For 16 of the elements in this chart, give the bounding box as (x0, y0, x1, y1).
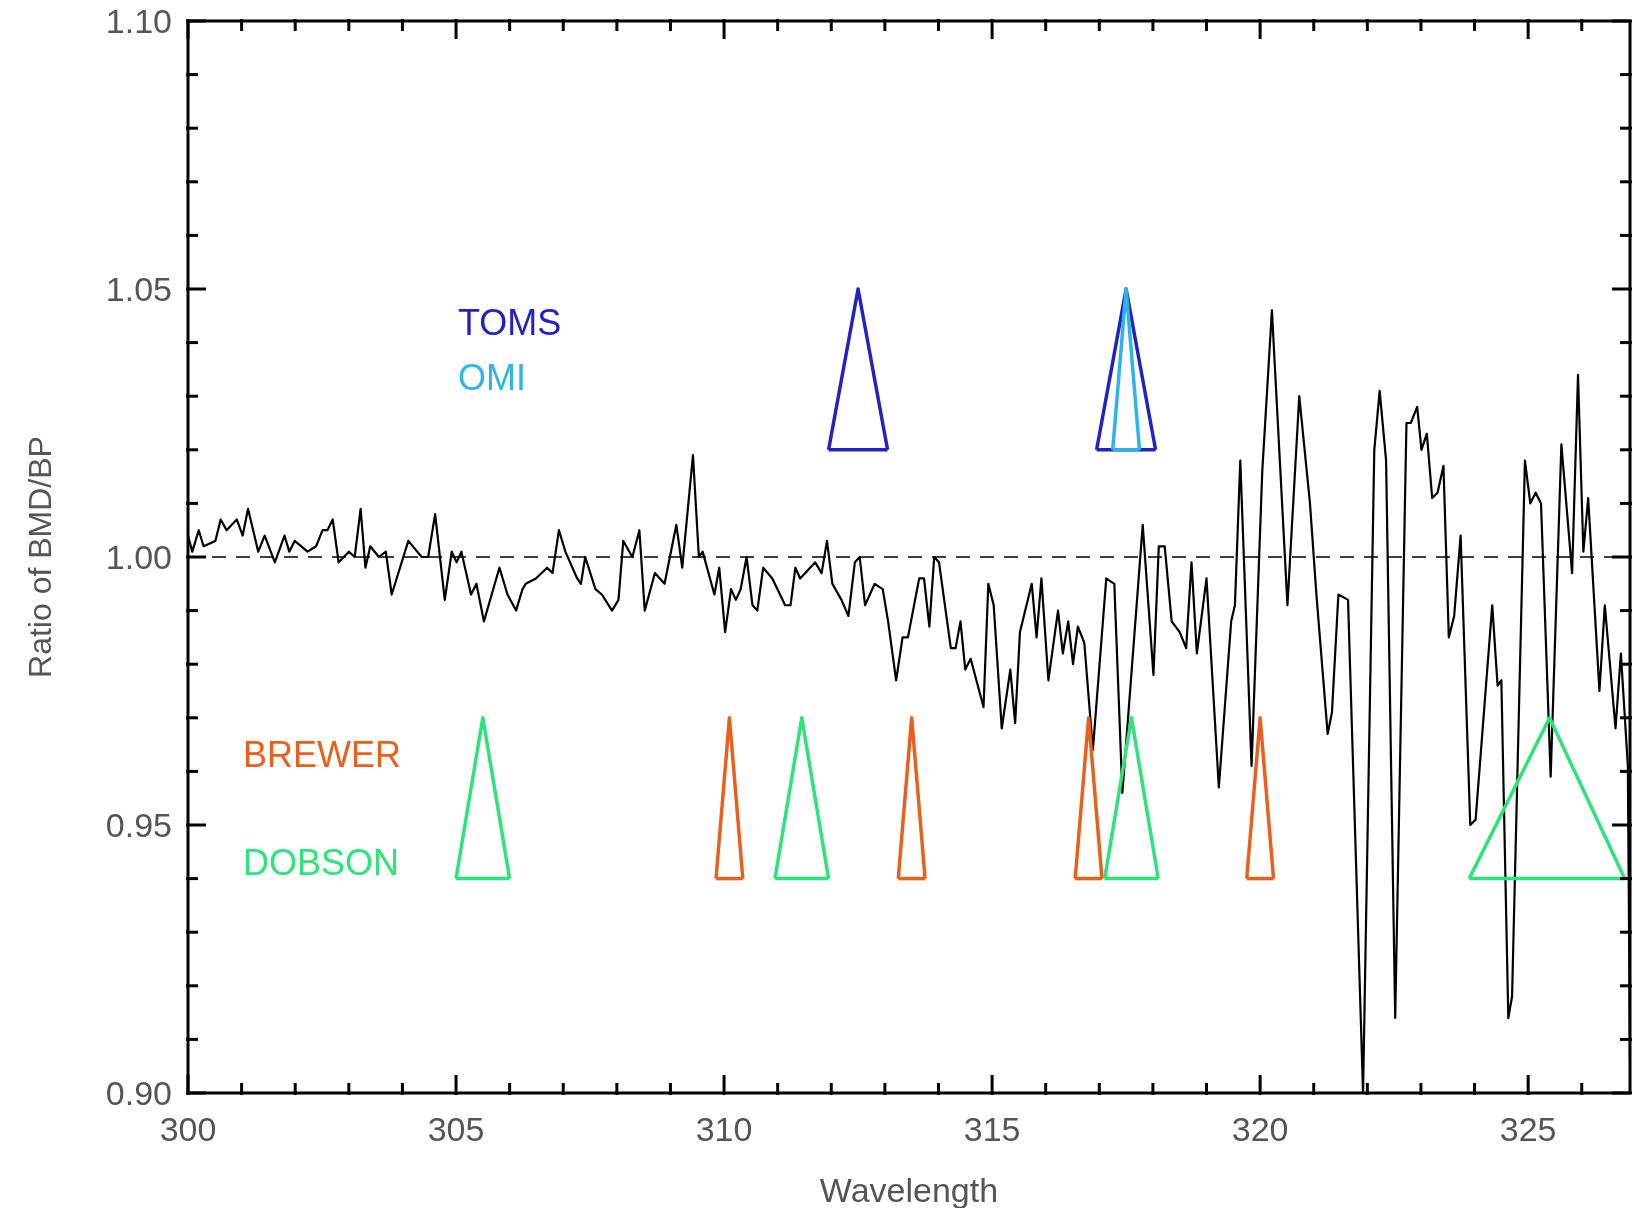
y-tick-label: 0.90 (105, 1073, 172, 1112)
y-tick-label: 1.10 (105, 1, 172, 40)
y-tick-label: 1.00 (105, 537, 172, 576)
x-tick-label: 325 (1499, 1110, 1557, 1148)
y-tick-label: 0.95 (105, 805, 172, 844)
text: TOMS (458, 301, 562, 343)
x-tick-label: 320 (1231, 1110, 1289, 1148)
y-tick-label: 1.05 (105, 269, 172, 308)
y-axis-title: Ratio of BMD/BP (22, 436, 59, 678)
x-tick-label: 300 (159, 1110, 217, 1148)
text: OMI (458, 356, 526, 398)
x-tick-label: 305 (427, 1110, 485, 1148)
x-tick-label: 315 (963, 1110, 1021, 1148)
text: BREWER (243, 733, 402, 775)
series-label: DOBSON (243, 841, 400, 883)
x-tick-label: 310 (695, 1110, 753, 1148)
